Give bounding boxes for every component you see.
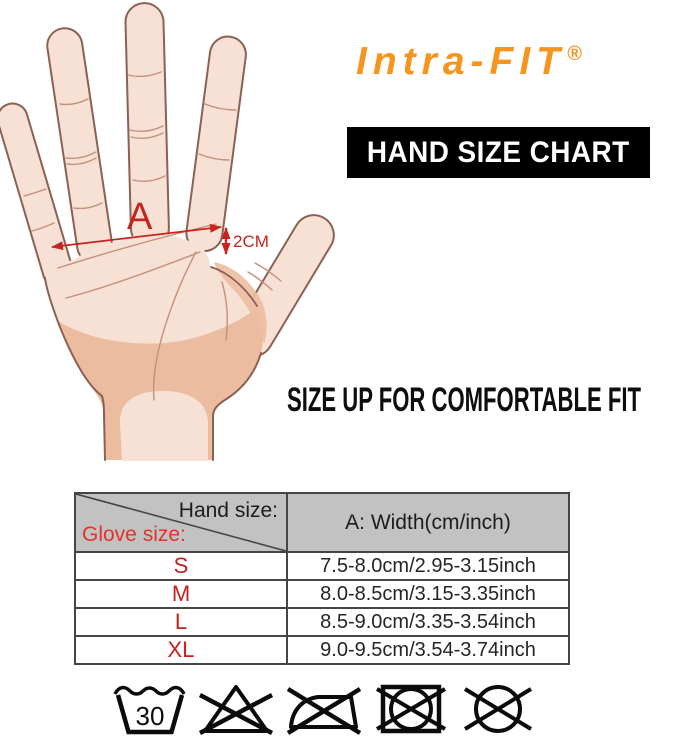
hand-illustration: A 2CM	[0, 2, 335, 461]
tagline: SIZE UP FOR COMFORTABLE FIT	[287, 381, 642, 419]
size-table-header-corner-cell: Hand size: Glove size:	[76, 494, 288, 551]
offset-measure-label: 2CM	[233, 232, 269, 251]
table-row-s: S 7.5-8.0cm/2.95-3.15inch	[76, 551, 568, 579]
brand-logo-text: Intra-FIT	[356, 40, 566, 83]
brand-logo: Intra-FIT®	[356, 40, 582, 84]
hand-creases	[23, 71, 282, 401]
table-row-l: L 8.5-9.0cm/3.35-3.54inch	[76, 607, 568, 635]
palm-shadow	[56, 308, 263, 460]
hand-size-header-label: Hand size:	[178, 499, 278, 522]
size-table-header-row: Hand size: Glove size: A: Width(cm/inch)	[76, 494, 568, 551]
width-range-value: 7.5-8.0cm/2.95-3.15inch	[320, 554, 536, 577]
table-row-m: M 8.0-8.5cm/3.15-3.35inch	[76, 579, 568, 607]
width-arrow	[51, 223, 222, 251]
do-not-iron-icon	[286, 687, 362, 735]
registered-trademark: ®	[566, 43, 582, 65]
glove-size-value: XL	[76, 637, 288, 663]
header-diagonal-line	[76, 494, 286, 551]
palm-outline	[44, 266, 262, 461]
title-banner-text: HAND SIZE CHART	[367, 135, 630, 169]
wrist-highlight	[119, 390, 208, 461]
care-instructions: 30	[112, 681, 538, 737]
title-banner: HAND SIZE CHART	[347, 127, 650, 178]
table-row-xl: XL 9.0-9.5cm/3.54-3.74inch	[76, 635, 568, 663]
size-table: Hand size: Glove size: A: Width(cm/inch)…	[74, 492, 570, 665]
glove-size-value: S	[76, 553, 288, 579]
machine-wash-30-icon: 30	[113, 685, 186, 735]
glove-size-value: M	[76, 581, 288, 607]
thumb-shadow	[214, 262, 267, 344]
do-not-dry-clean-icon	[463, 685, 533, 733]
do-not-bleach-icon	[198, 685, 274, 735]
wash-temperature: 30	[136, 701, 165, 731]
glove-size-value: L	[76, 609, 288, 635]
width-measure-label: A	[127, 196, 153, 238]
glove-size-header-label: Glove size:	[82, 523, 186, 546]
width-column-header: A: Width(cm/inch)	[345, 510, 511, 534]
width-range-value: 8.0-8.5cm/3.15-3.35inch	[320, 582, 536, 605]
width-range-value: 9.0-9.5cm/3.54-3.74inch	[320, 638, 536, 661]
width-range-value: 8.5-9.0cm/3.35-3.54inch	[320, 610, 536, 633]
do-not-tumble-dry-icon	[375, 684, 447, 734]
measurement-annotations: A 2CM	[51, 196, 269, 255]
